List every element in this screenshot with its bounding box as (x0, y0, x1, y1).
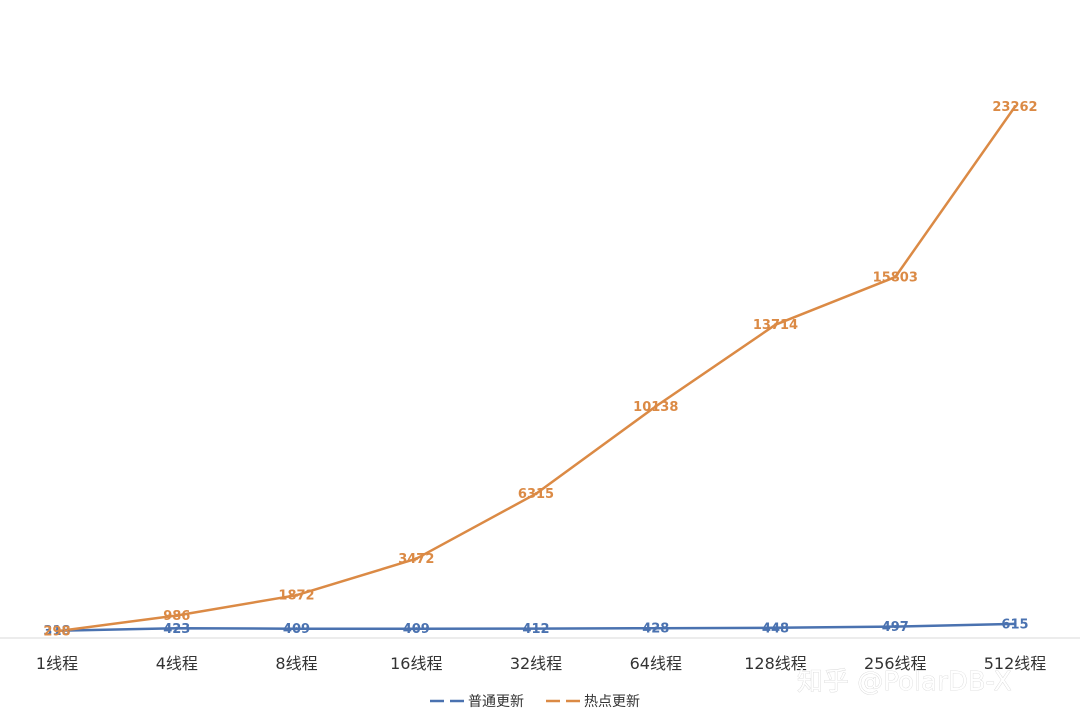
x-tick-label: 32线程 (510, 654, 562, 673)
data-point (294, 593, 299, 597)
x-tick-layer: 1线程 4线程 8线程 16线程 32线程 64线程 128线程 256线程 512线程 (36, 654, 1046, 673)
data-label: 318 (43, 624, 70, 639)
data-label: 298 (43, 625, 70, 640)
data-label: 986 (163, 609, 190, 624)
x-tick-label: 512线程 (984, 654, 1047, 673)
x-tick-label: 8线程 (275, 654, 317, 673)
data-point (893, 625, 897, 629)
data-point (55, 629, 59, 633)
data-point (294, 627, 299, 631)
x-tick-label: 1线程 (36, 654, 78, 673)
data-label: 1872 (278, 589, 314, 604)
data-label: 6315 (518, 487, 554, 502)
watermark-text: 知乎 @PolarDB-X (797, 667, 1012, 697)
series-line-2 (56, 105, 1017, 633)
series-layer (55, 105, 1017, 633)
data-point (175, 626, 179, 630)
data-point (654, 626, 658, 630)
legend-label: 热点更新 (584, 694, 640, 710)
x-tick-label: 64线程 (630, 654, 682, 673)
data-label-layer: 318 423 409 409 412 428 448 497 615 298 986 1872 347… (43, 100, 1037, 640)
data-label: 23262 (992, 100, 1037, 115)
legend-label: 普通更新 (468, 694, 524, 710)
data-label: 615 (1001, 617, 1028, 632)
data-point (893, 275, 897, 279)
data-point (1013, 622, 1017, 626)
data-label: 15803 (873, 271, 918, 286)
data-point (534, 492, 538, 496)
data-point (175, 613, 179, 618)
data-point (534, 627, 538, 631)
data-label: 448 (762, 621, 789, 636)
data-label: 409 (403, 622, 430, 637)
legend: 普通更新 热点更新 (430, 694, 640, 710)
data-label: 13714 (753, 318, 798, 333)
x-tick-label: 16线程 (390, 654, 442, 673)
data-label: 10138 (633, 400, 678, 415)
data-label: 412 (522, 622, 549, 637)
x-tick-label: 128线程 (744, 654, 807, 673)
data-point (773, 323, 778, 327)
data-label: 3472 (398, 552, 434, 567)
data-label: 409 (283, 622, 310, 637)
data-point (1013, 105, 1017, 109)
data-point (654, 404, 658, 408)
data-point (773, 626, 778, 630)
data-point (414, 627, 418, 631)
data-label: 423 (163, 622, 190, 637)
data-point (414, 557, 418, 561)
x-tick-label: 256线程 (864, 654, 927, 673)
data-label: 428 (642, 622, 669, 637)
data-label: 497 (882, 620, 909, 635)
x-tick-label: 4线程 (156, 654, 198, 673)
